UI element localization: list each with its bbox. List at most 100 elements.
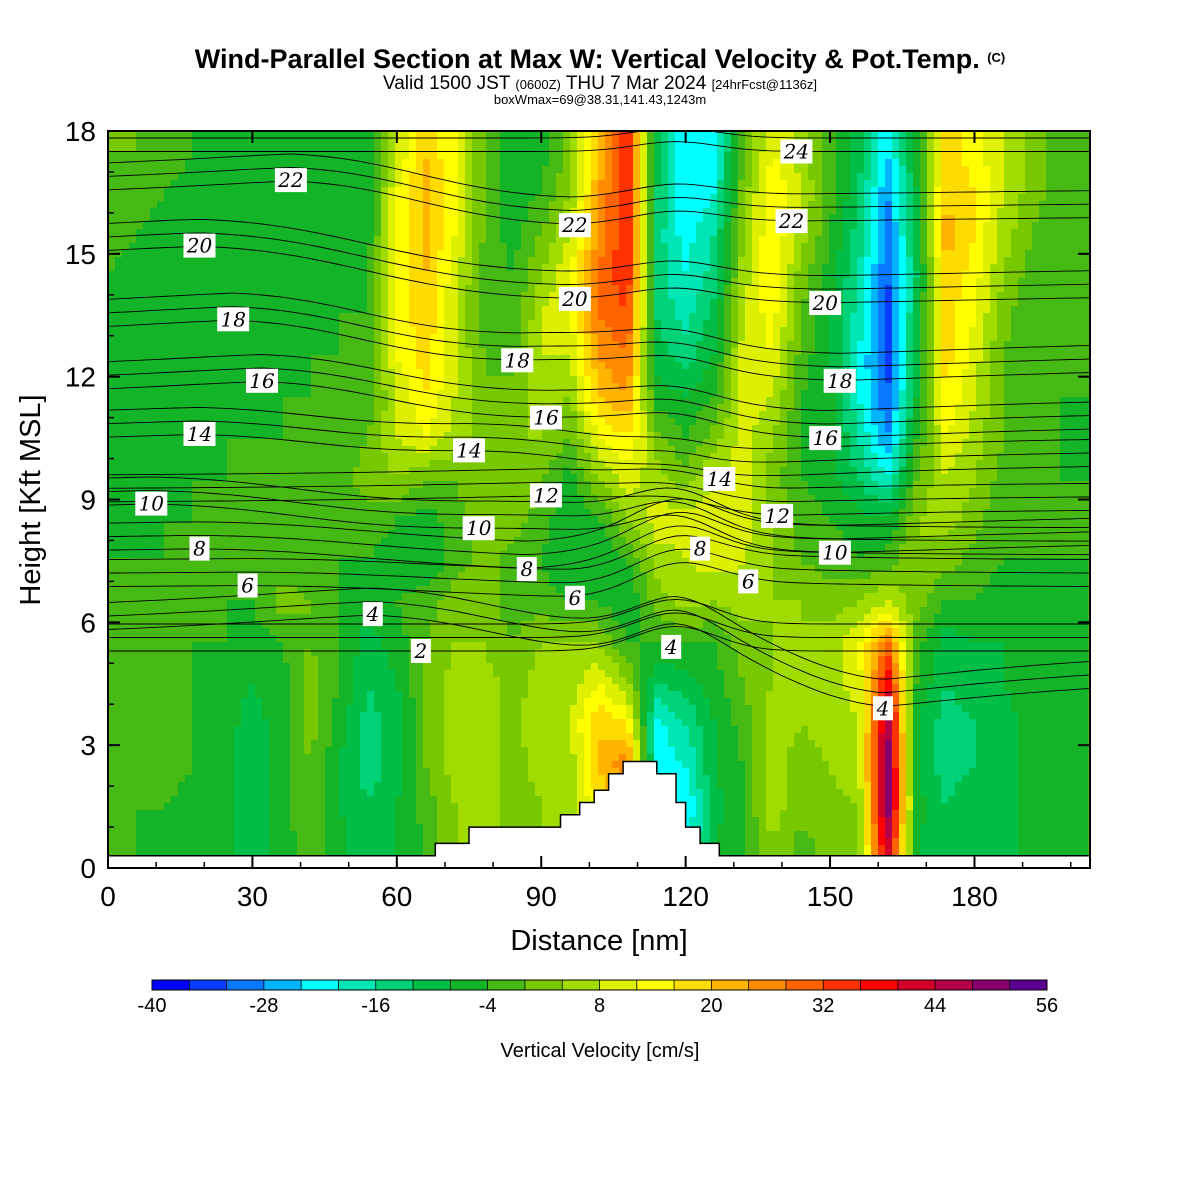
w-cell: [444, 264, 452, 272]
w-cell: [570, 208, 578, 216]
w-cell: [465, 334, 473, 342]
w-cell: [997, 285, 1005, 293]
w-cell: [297, 292, 305, 300]
w-cell: [976, 369, 984, 377]
w-cell: [598, 159, 606, 167]
w-cell: [150, 243, 158, 251]
w-cell: [668, 362, 676, 370]
w-cell: [521, 201, 529, 209]
w-cell: [1025, 285, 1033, 293]
w-cell: [1074, 334, 1082, 342]
w-cell: [437, 369, 445, 377]
w-cell: [199, 187, 207, 195]
w-cell: [752, 187, 760, 195]
w-cell: [290, 299, 298, 307]
w-cell: [381, 362, 389, 370]
w-cell: [969, 334, 977, 342]
w-cell: [549, 194, 557, 202]
w-cell: [955, 145, 963, 153]
w-cell: [885, 278, 893, 286]
w-cell: [311, 278, 319, 286]
w-cell: [283, 201, 291, 209]
w-cell: [871, 208, 879, 216]
w-cell: [598, 243, 606, 251]
w-cell: [1074, 257, 1082, 265]
w-cell: [668, 264, 676, 272]
w-cell: [934, 250, 942, 258]
w-cell: [822, 173, 830, 181]
w-cell: [374, 236, 382, 244]
w-cell: [724, 201, 732, 209]
w-cell: [780, 166, 788, 174]
w-cell: [542, 145, 550, 153]
w-cell: [171, 180, 179, 188]
w-cell: [395, 306, 403, 314]
w-cell: [360, 355, 368, 363]
w-cell: [234, 334, 242, 342]
w-cell: [640, 257, 648, 265]
w-cell: [766, 285, 774, 293]
w-cell: [829, 229, 837, 237]
w-cell: [969, 341, 977, 349]
w-cell: [1074, 201, 1082, 209]
w-cell: [150, 145, 158, 153]
w-cell: [199, 201, 207, 209]
w-cell: [199, 152, 207, 160]
w-cell: [514, 131, 522, 139]
w-cell: [549, 320, 557, 328]
w-cell: [1053, 173, 1061, 181]
w-cell: [808, 348, 816, 356]
w-cell: [528, 173, 536, 181]
w-cell: [1081, 306, 1089, 314]
w-cell: [353, 327, 361, 335]
w-cell: [353, 348, 361, 356]
w-cell: [591, 341, 599, 349]
w-cell: [801, 362, 809, 370]
w-cell: [507, 187, 515, 195]
w-cell: [325, 320, 333, 328]
w-cell: [633, 320, 641, 328]
w-cell: [143, 243, 151, 251]
w-cell: [227, 243, 235, 251]
w-cell: [1074, 152, 1082, 160]
w-cell: [682, 264, 690, 272]
w-cell: [857, 159, 865, 167]
w-cell: [542, 327, 550, 335]
w-cell: [654, 334, 662, 342]
w-cell: [780, 180, 788, 188]
w-cell: [227, 187, 235, 195]
w-cell: [948, 348, 956, 356]
w-cell: [892, 306, 900, 314]
w-cell: [591, 173, 599, 181]
w-cell: [535, 320, 543, 328]
w-cell: [1046, 334, 1054, 342]
w-cell: [724, 173, 732, 181]
w-cell: [766, 131, 774, 139]
w-cell: [577, 152, 585, 160]
w-cell: [227, 208, 235, 216]
w-cell: [143, 285, 151, 293]
w-cell: [178, 264, 186, 272]
w-cell: [745, 208, 753, 216]
w-cell: [416, 355, 424, 363]
w-cell: [1053, 362, 1061, 370]
w-cell: [493, 215, 501, 223]
w-cell: [976, 229, 984, 237]
w-cell: [150, 306, 158, 314]
w-cell: [1025, 327, 1033, 335]
w-cell: [1053, 236, 1061, 244]
w-cell: [976, 152, 984, 160]
w-cell: [220, 194, 228, 202]
w-cell: [136, 215, 144, 223]
w-cell: [591, 180, 599, 188]
w-cell: [115, 327, 123, 335]
w-cell: [521, 173, 529, 181]
w-cell: [990, 327, 998, 335]
w-cell: [1039, 327, 1047, 335]
w-cell: [1067, 222, 1075, 230]
w-cell: [241, 187, 249, 195]
w-cell: [1046, 257, 1054, 265]
w-cell: [521, 250, 529, 258]
w-cell: [808, 131, 816, 139]
w-cell: [465, 166, 473, 174]
